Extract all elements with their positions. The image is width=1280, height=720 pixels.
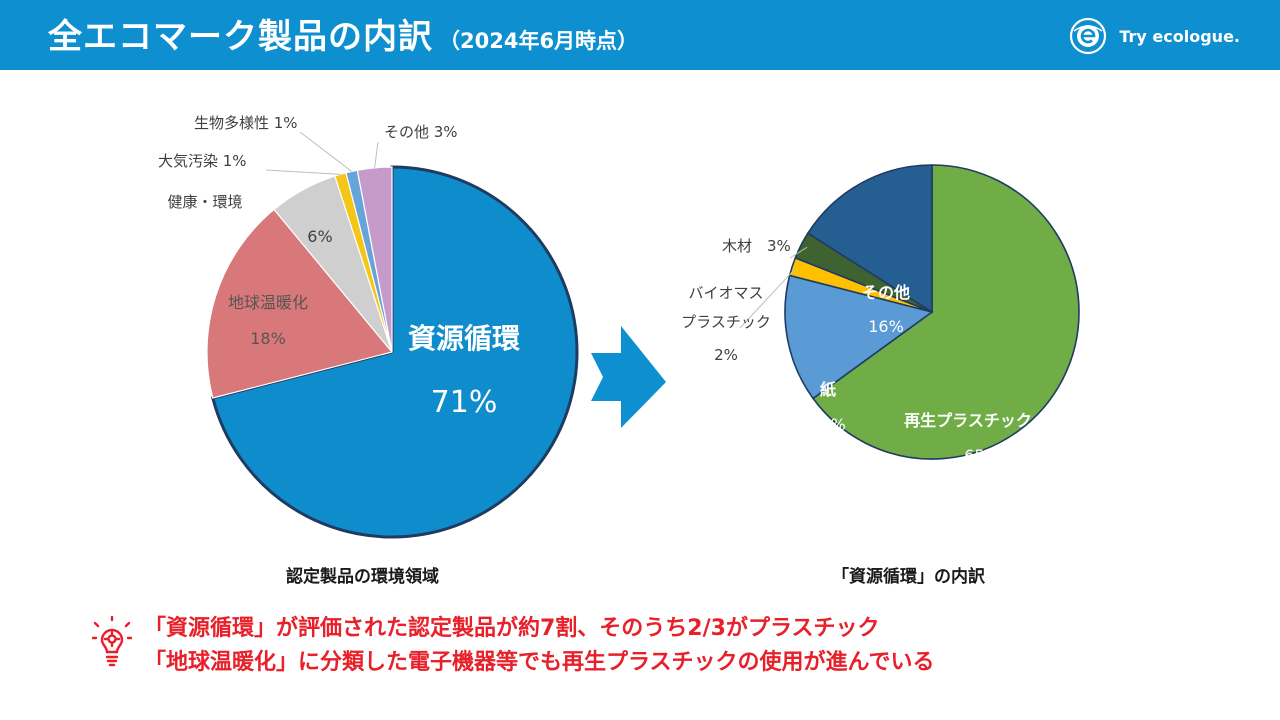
brand-label: Try ecologue.: [1119, 26, 1240, 46]
page-title: 全エコマーク製品の内訳 （2024年6月時点）: [48, 9, 638, 58]
pie2-slice-紙: [784, 274, 934, 400]
pie1-value-資源循環: 71%: [431, 385, 498, 420]
pie1-label-地球温暖化: 地球温暖化: [228, 293, 308, 312]
takeaway-line-1: 「資源循環」が評価された認定製品が約7割、そのうち2/3がプラスチック: [144, 616, 880, 641]
pie1-slice-その他: [356, 166, 393, 353]
pie2-label-biomass-plastic: バイオマスプラスチック: [681, 284, 771, 331]
pie1-label-生物多様性: 生物多様性 1%: [194, 114, 298, 132]
charts-area: 資源循環 71% 地球温暖化 18% 健康・環境 6% 大気汚染 1% 生物多様性 1% その他…: [0, 70, 1280, 600]
pie1-slice-地球温暖化: [206, 208, 394, 399]
page-subtitle: （2024年6月時点）: [439, 29, 639, 53]
pie1-leader-生物多様性: [299, 131, 352, 172]
pie2-value-その他: 16%: [868, 317, 904, 336]
pie1-leader-その他: [374, 141, 379, 168]
pie2-label-再生プラスチック: 再生プラスチック: [904, 411, 1032, 430]
transition-arrow-icon: [591, 326, 666, 428]
chart1-title: 認定製品の環境領域: [286, 567, 439, 587]
page-title-text: 全エコマーク製品の内訳: [48, 17, 433, 57]
pie1-slice-資源循環: [210, 165, 579, 539]
pie2-value-紙: 14%: [810, 415, 846, 434]
pie2-leader-木材: [789, 246, 808, 259]
takeaway-line-2: 「地球温暖化」に分類した電子機器等でも再生プラスチックの使用が進んでいる: [144, 650, 935, 675]
pie-charts-svg: 資源循環 71% 地球温暖化 18% 健康・環境 6% 大気汚染 1% 生物多様性 1% その他…: [158, 114, 1080, 539]
pie-chart-environment-areas: 資源循環 71% 地球温暖化 18% 健康・環境 6% 大気汚染 1% 生物多様性 1% その他…: [158, 114, 579, 539]
pie2-leader-biomass: [739, 267, 797, 329]
takeaway-box: 「資源循環」が評価された認定製品が約7割、そのうち2/3がプラスチック 「地球温…: [92, 612, 1192, 680]
pie1-label-健康・環境: 健康・環境: [167, 193, 242, 211]
header-bar: 全エコマーク製品の内訳 （2024年6月時点） Try ecologue.: [0, 0, 1280, 70]
pie1-label-大気汚染: 大気汚染 1%: [158, 152, 247, 170]
pie2-value-biomass-plastic: 2%: [714, 346, 738, 364]
pie2-label-紙: 紙: [820, 380, 836, 399]
pie2-label-木材: 木材 3%: [722, 237, 791, 255]
pie2-label-その他: その他: [862, 283, 910, 302]
pie1-label-その他: その他 3%: [384, 123, 458, 141]
pie1-value-健康・環境: 6%: [307, 227, 332, 246]
brand[interactable]: Try ecologue.: [1069, 17, 1240, 55]
pie2-value-再生プラスチック: 65%: [964, 446, 1000, 465]
pie1-value-地球温暖化: 18%: [250, 329, 286, 348]
chart2-title: 「資源循環」の内訳: [832, 567, 985, 587]
pie2-slice-再生プラスチック: [811, 164, 1080, 460]
pie2-slice-その他: [806, 164, 933, 314]
pie1-leader-大気汚染: [265, 169, 341, 175]
ecomark-logo-icon: [1070, 17, 1107, 55]
pie1-label-資源循環: 資源循環: [408, 322, 521, 355]
pie-chart-resource-circulation: 再生プラスチック 65% 紙 14% バイオマスプラスチック 2% 木材 3% その他 16%: [681, 164, 1080, 465]
lightbulb-gear-icon: [92, 616, 132, 667]
